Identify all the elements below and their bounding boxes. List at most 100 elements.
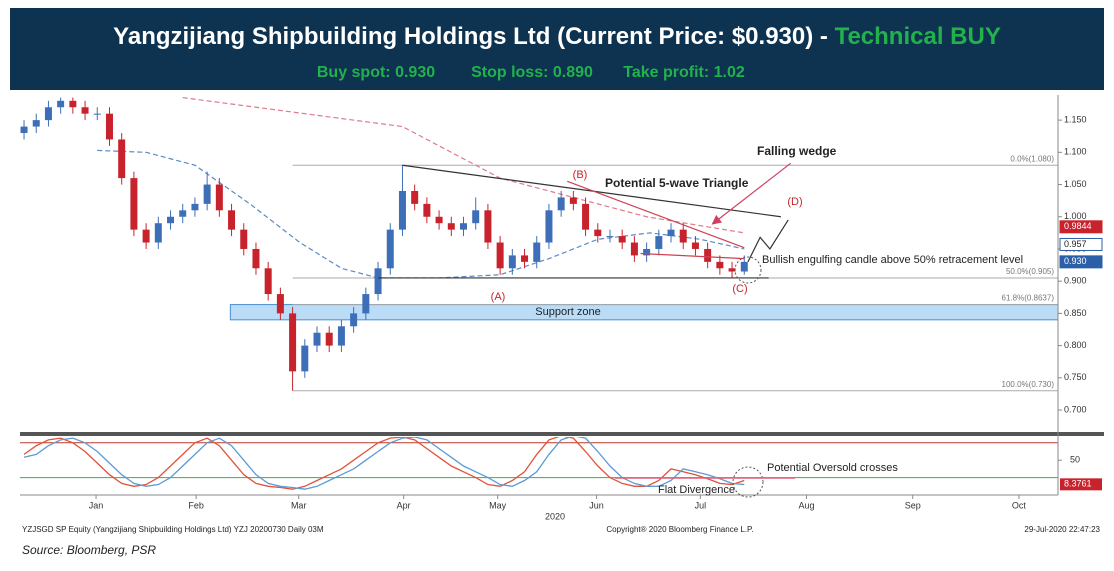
candle-body	[93, 113, 101, 115]
y-tick-label: 0.700	[1064, 404, 1087, 414]
candle-body	[32, 120, 40, 127]
price-tag-label: 0.9844	[1064, 221, 1092, 231]
highlight-circle	[732, 466, 764, 498]
stoch-panel	[20, 437, 1058, 490]
x-tick-label: Apr	[397, 500, 411, 510]
y-tick-label: 0.750	[1064, 372, 1087, 382]
zone-label: Support zone	[535, 306, 600, 318]
y-tick-label: 1.150	[1064, 115, 1087, 125]
candle-body	[508, 255, 516, 269]
price-tag	[1059, 237, 1103, 251]
candle-body	[704, 248, 712, 262]
candle-body	[57, 100, 65, 108]
candle-body	[411, 190, 419, 204]
annotation: Potential 5-wave Triangle	[605, 176, 749, 190]
stoch-line	[23, 437, 745, 490]
wave-label: (D)	[787, 196, 802, 208]
candle-body	[69, 100, 77, 108]
candle-body	[447, 223, 455, 230]
candle-body	[643, 248, 651, 256]
trendline	[567, 180, 745, 249]
candle-body	[179, 210, 187, 217]
candle-body	[252, 248, 260, 269]
candle-body	[118, 139, 126, 179]
annotation: Falling wedge	[757, 144, 837, 158]
candle-body	[337, 326, 345, 346]
candle-body	[472, 210, 480, 224]
title-main: Yangzijiang Shipbuilding Holdings Ltd (C…	[113, 23, 834, 50]
candle-body	[386, 229, 394, 269]
candle-body	[167, 216, 175, 224]
stoch-line	[23, 437, 745, 490]
title-highlight: Technical BUY	[835, 23, 1001, 50]
candle-body	[289, 313, 297, 372]
take-profit: Take profit: 1.02	[623, 64, 745, 81]
candle-body	[105, 113, 113, 140]
candle-body	[81, 107, 89, 114]
source: Source: Bloomberg, PSR	[22, 543, 156, 557]
candle-body	[655, 236, 663, 249]
x-tick-label: Sep	[905, 500, 921, 510]
candle-body	[130, 178, 138, 230]
candle-body	[215, 184, 223, 211]
candle-body	[630, 242, 638, 256]
y-tick-label: 0.800	[1064, 340, 1087, 350]
stop-loss: Stop loss: 0.890	[471, 64, 593, 81]
candle-body	[606, 236, 614, 238]
candle-body	[533, 242, 541, 262]
fib-label: 0.0%(1.080)	[1010, 154, 1054, 163]
candle-body	[142, 229, 150, 243]
title: Yangzijiang Shipbuilding Holdings Ltd (C…	[113, 23, 1001, 50]
annotation: Flat Divergence	[658, 484, 735, 496]
candle-body	[374, 268, 382, 295]
x-tick-label: Aug	[799, 500, 815, 510]
candle-body	[716, 261, 724, 269]
footer-right: 29-Jul-2020 22:47:23	[1024, 525, 1100, 534]
candle-body	[240, 229, 248, 249]
trendline	[711, 162, 792, 225]
candle-body	[691, 242, 699, 249]
candle-body	[20, 126, 28, 134]
x-tick-label: Oct	[1012, 500, 1027, 510]
annotation: Potential Oversold crosses	[767, 462, 898, 474]
candle-body	[313, 332, 321, 346]
buy-spot: Buy spot: 0.930	[317, 64, 435, 81]
price-tag-label: 0.957	[1064, 239, 1087, 249]
moving-average	[182, 96, 745, 234]
x-tick-label: Jun	[589, 500, 604, 510]
footer-center: Copyright® 2020 Bloomberg Finance L.P.	[606, 525, 753, 534]
candle-body	[301, 345, 309, 372]
x-tick-label: May	[489, 500, 507, 510]
y-tick-label: 0.900	[1064, 276, 1087, 286]
price-panel	[20, 96, 1058, 392]
x-tick-label: Jan	[89, 500, 104, 510]
candle-body	[203, 184, 211, 204]
candle-body	[557, 197, 565, 211]
annotation: Bullish engulfing candle above 50% retra…	[762, 254, 1023, 266]
price-tag	[1059, 255, 1103, 269]
y-tick-label: 1.100	[1064, 147, 1087, 157]
candle-body	[435, 216, 443, 224]
footer-left: YZJSGD SP Equity (Yangzijiang Shipbuildi…	[22, 525, 324, 534]
y-tick-label: 1.050	[1064, 179, 1087, 189]
candle-body	[44, 107, 52, 121]
candle-body	[618, 236, 626, 243]
candle-body	[740, 261, 748, 272]
candle-body	[276, 294, 284, 314]
candle-body	[264, 268, 272, 295]
y-tick-label: 0.850	[1064, 308, 1087, 318]
x-tick-label: Feb	[188, 500, 204, 510]
candle-body	[459, 223, 467, 230]
candle-body	[521, 255, 529, 262]
price-tag-label: 0.930	[1064, 256, 1087, 266]
candle-body	[350, 313, 358, 327]
fib-label: 61.8%(0.8637)	[1002, 294, 1055, 303]
price-tag	[1059, 220, 1103, 234]
candle-body	[667, 229, 675, 237]
x-tick-label: Mar	[291, 500, 307, 510]
candle-body	[191, 203, 199, 211]
candle-body	[362, 294, 370, 314]
stoch-tag	[1060, 478, 1102, 491]
wave-label: (A)	[491, 291, 506, 303]
